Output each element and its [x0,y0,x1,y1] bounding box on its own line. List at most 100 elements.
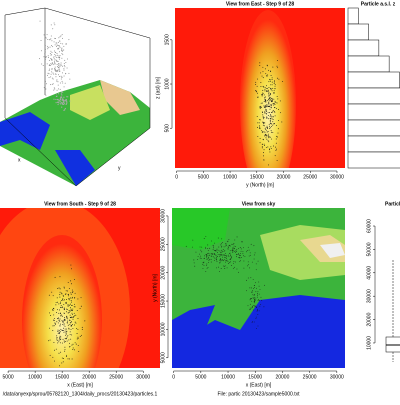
particle [56,54,58,56]
particle [270,114,272,116]
particle [70,325,72,327]
particle [260,102,262,104]
particle [255,90,257,92]
particle [262,138,264,140]
particle [255,83,257,85]
particle [68,310,70,312]
particle [76,310,78,311]
particle [207,250,209,252]
particle [232,268,234,270]
particle [202,262,204,263]
particle [59,306,61,308]
particle [237,271,239,273]
particle [232,249,234,251]
particle [55,54,57,56]
particle [231,249,233,251]
particle [55,304,57,306]
particle [60,75,62,77]
particle [264,133,266,135]
particle [201,251,203,253]
particle [264,106,266,108]
particle [270,116,272,118]
particle [61,106,63,108]
particle [268,69,270,71]
particle [213,256,214,258]
particle [266,110,268,112]
particle [246,251,248,253]
particle [55,37,57,39]
particle [65,72,67,74]
particle [54,68,56,70]
particle [60,35,62,37]
particle [61,34,63,36]
particle [57,333,59,335]
particle [65,311,67,313]
particle [64,341,66,343]
particle [62,65,64,67]
particle [216,267,218,269]
particle [80,305,82,307]
particle [254,252,256,254]
particle [48,65,50,67]
particle [257,291,259,293]
particle [49,312,51,314]
particle [63,331,65,333]
particle [64,338,66,340]
particle [266,104,268,106]
particle [268,95,270,97]
particle [209,247,211,249]
particle [63,86,65,88]
particle [270,106,272,108]
particle [267,127,268,129]
particle [266,138,268,140]
particle [257,92,259,94]
particle [199,253,200,255]
particle [249,298,251,300]
particle [71,301,73,303]
particle [72,343,74,345]
x-tick-label: 10000 [223,174,237,180]
particle [55,348,57,350]
particle [76,333,78,334]
particle [220,251,222,253]
particle [269,149,271,151]
particle [277,77,278,79]
panel-title: View from South - Step 9 of 28 [44,201,116,207]
x-tick-label: 25000 [303,174,317,180]
particle [62,295,64,297]
particle [60,306,62,308]
particle [57,103,59,106]
particle [211,253,213,255]
particle [267,146,269,148]
particle [46,34,48,36]
particle [223,259,225,261]
particle [53,319,54,321]
particle [73,312,75,314]
particle [62,361,64,363]
particle [47,48,49,50]
particle [65,328,67,330]
particle [224,265,226,267]
particle [258,122,260,124]
particle [237,253,239,255]
particle [270,123,272,125]
particle [205,270,207,272]
y-tick-label: 60000 [366,219,372,233]
particle [185,245,187,247]
particle [64,107,66,110]
particle [271,118,273,120]
particle [255,318,257,319]
histogram-bar [347,87,400,105]
particle [262,118,264,120]
particle [275,138,277,140]
particle [62,299,64,301]
particle [58,65,60,67]
particle [56,56,58,58]
particle [57,69,59,71]
particle [213,260,215,261]
particle [44,44,46,46]
particle [61,362,63,364]
particle [228,246,229,248]
particle [257,122,259,124]
particle [62,321,64,323]
